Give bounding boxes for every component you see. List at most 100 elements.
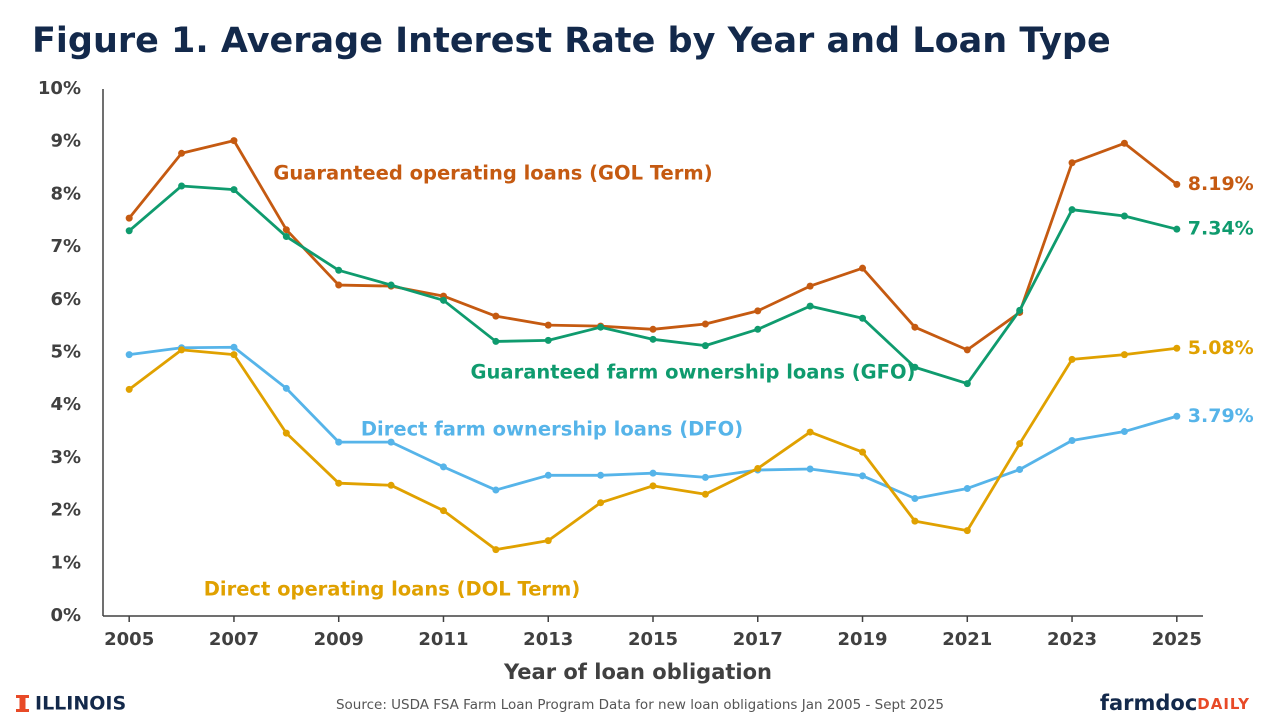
point [1173, 344, 1181, 352]
point [544, 471, 552, 479]
point [544, 336, 552, 344]
point [178, 346, 186, 354]
logo-icon [16, 695, 29, 712]
x-tick-label: 2005 [104, 629, 154, 650]
series-line [128, 184, 1178, 385]
point [387, 438, 395, 446]
series-label: Guaranteed operating loans (GOL Term) [273, 162, 712, 185]
y-tick-label: 4% [50, 394, 81, 415]
series-label: Guaranteed farm ownership loans (GFO) [471, 361, 916, 384]
series-label: Direct farm ownership loans (DFO) [361, 418, 743, 441]
end-label: 7.34% [1188, 218, 1254, 240]
point [125, 385, 133, 393]
point [282, 233, 290, 241]
point [911, 494, 919, 502]
point [701, 473, 709, 481]
point [701, 342, 709, 350]
point [859, 472, 867, 480]
point [544, 537, 552, 545]
logo-part: farmdoc [1100, 691, 1197, 715]
point [649, 482, 657, 490]
point [1173, 225, 1181, 233]
source: Source: USDA FSA Farm Loan Program Data … [336, 697, 944, 713]
point [806, 465, 814, 473]
y-tick-label: 5% [50, 342, 81, 363]
point [754, 464, 762, 472]
point [387, 481, 395, 489]
point [1120, 428, 1128, 436]
point [754, 307, 762, 315]
x-tick-label: 2021 [942, 629, 992, 650]
point [335, 479, 343, 487]
logo-text: ILLINOIS [35, 693, 126, 715]
point [178, 182, 186, 190]
point [649, 469, 657, 477]
point [1173, 180, 1181, 188]
point [1068, 355, 1076, 363]
point [1016, 465, 1024, 473]
y-tick-label: 9% [50, 131, 81, 152]
point [754, 325, 762, 333]
point [911, 323, 919, 331]
end-label: 3.79% [1188, 405, 1254, 427]
point [178, 149, 186, 157]
point [125, 227, 133, 235]
y-tick-label: 3% [50, 447, 81, 468]
point [335, 266, 343, 274]
farmdoc-logo: farmdocDAILY [1100, 691, 1250, 715]
point [911, 517, 919, 525]
point [1068, 437, 1076, 445]
illinois-logo: ILLINOIS [16, 693, 126, 715]
point [335, 281, 343, 289]
point [125, 214, 133, 222]
point [439, 463, 447, 471]
point [1016, 440, 1024, 448]
x-tick-label: 2013 [523, 629, 573, 650]
series-label: Direct operating loans (DOL Term) [204, 578, 581, 601]
point [439, 507, 447, 515]
point [125, 351, 133, 359]
point [963, 484, 971, 492]
point [1016, 306, 1024, 314]
point [911, 363, 919, 371]
point [544, 321, 552, 329]
x-axis-title: Year of loan obligation [503, 660, 772, 684]
point [649, 335, 657, 343]
x-tick-label: 2007 [209, 629, 259, 650]
point [597, 471, 605, 479]
point [859, 448, 867, 456]
y-tick-label: 2% [50, 500, 81, 521]
y-tick-label: 0% [50, 605, 81, 626]
point [806, 302, 814, 310]
point [649, 325, 657, 333]
point [230, 137, 238, 145]
point [230, 351, 238, 359]
x-tick-label: 2019 [837, 629, 887, 650]
point [1068, 206, 1076, 214]
point [282, 226, 290, 234]
x-tick-label: 2023 [1047, 629, 1097, 650]
point [859, 264, 867, 272]
y-tick-label: 8% [50, 183, 81, 204]
point [439, 296, 447, 304]
x-tick-label: 2025 [1152, 629, 1202, 650]
point [492, 546, 500, 554]
point [1120, 351, 1128, 359]
point [701, 320, 709, 328]
chart-title: Figure 1. Average Interest Rate by Year … [32, 21, 1111, 61]
point [597, 499, 605, 507]
point [963, 346, 971, 354]
x-tick-label: 2015 [628, 629, 678, 650]
point [282, 384, 290, 392]
x-tick-label: 2009 [314, 629, 364, 650]
point [492, 312, 500, 320]
point [387, 281, 395, 289]
point [282, 429, 290, 437]
y-tick-label: 10% [38, 78, 81, 99]
point [1173, 412, 1181, 420]
point [492, 337, 500, 345]
point [1120, 212, 1128, 220]
point [806, 428, 814, 436]
point [597, 323, 605, 331]
